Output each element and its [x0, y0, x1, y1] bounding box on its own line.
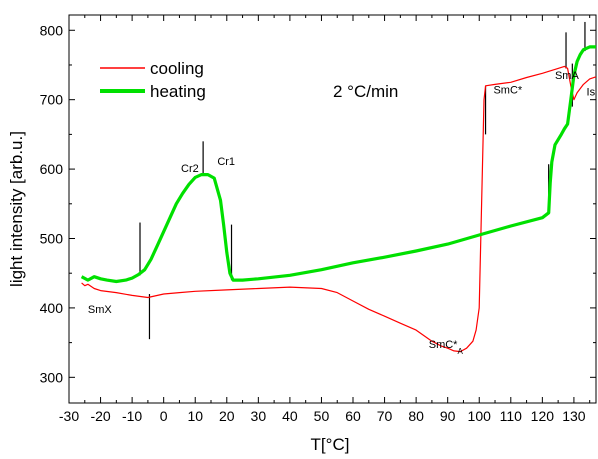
- y-tick-label: 500: [40, 230, 64, 246]
- phase-label: SmC*A: [429, 339, 464, 356]
- x-tick-label: -20: [90, 408, 110, 424]
- x-tick-label: 90: [440, 408, 456, 424]
- phase-label: Is: [587, 87, 596, 99]
- y-axis-title: light intensity [arb.u.]: [7, 131, 26, 287]
- x-tick-label: 20: [219, 408, 235, 424]
- series-line-heating: [80, 45, 596, 284]
- x-tick-label: 0: [160, 408, 168, 424]
- x-tick-label: -10: [122, 408, 142, 424]
- x-tick-label: 10: [187, 408, 203, 424]
- legend-label-heating: heating: [150, 82, 206, 101]
- x-tick-label: 110: [500, 408, 523, 424]
- phase-label: SmA: [555, 70, 580, 82]
- phase-label: Cr2: [181, 163, 199, 175]
- x-tick-label: 30: [251, 408, 267, 424]
- phase-label: Cr1: [217, 156, 235, 168]
- y-tick-label: 300: [40, 369, 64, 385]
- legend-label-cooling: cooling: [150, 59, 204, 78]
- x-tick-label: 70: [377, 408, 393, 424]
- y-tick-label: 400: [40, 300, 64, 316]
- x-tick-label: -30: [59, 408, 79, 424]
- transition-markers: [139, 21, 586, 340]
- x-tick-label: 100: [468, 408, 492, 424]
- x-tick-label: 50: [314, 408, 330, 424]
- phase-labels: Cr2 Cr1 SmX SmC*A SmC* SmA Is: [88, 70, 596, 356]
- series-lines: [80, 45, 597, 353]
- y-tick-label: 700: [40, 92, 64, 108]
- y-tick-label: 600: [40, 161, 64, 177]
- x-axis-title: T[°C]: [311, 435, 350, 454]
- x-tick-label: 130: [562, 408, 586, 424]
- y-tick-label: 800: [40, 22, 64, 38]
- plot-frame: [68, 14, 597, 404]
- series-line-cooling: [81, 65, 597, 353]
- axis-ticks: -30 -20 -10 0 10 20 30 40 50 60 70 80 90 100 110 120 130…: [40, 15, 596, 424]
- x-tick-label: 80: [408, 408, 424, 424]
- x-tick-label: 60: [345, 408, 361, 424]
- x-tick-label: 40: [282, 408, 298, 424]
- phase-label: SmC*: [493, 84, 522, 96]
- heating-rate-label: 2 °C/min: [333, 82, 398, 101]
- x-tick-label: 120: [531, 408, 555, 424]
- phase-label: SmX: [88, 304, 113, 316]
